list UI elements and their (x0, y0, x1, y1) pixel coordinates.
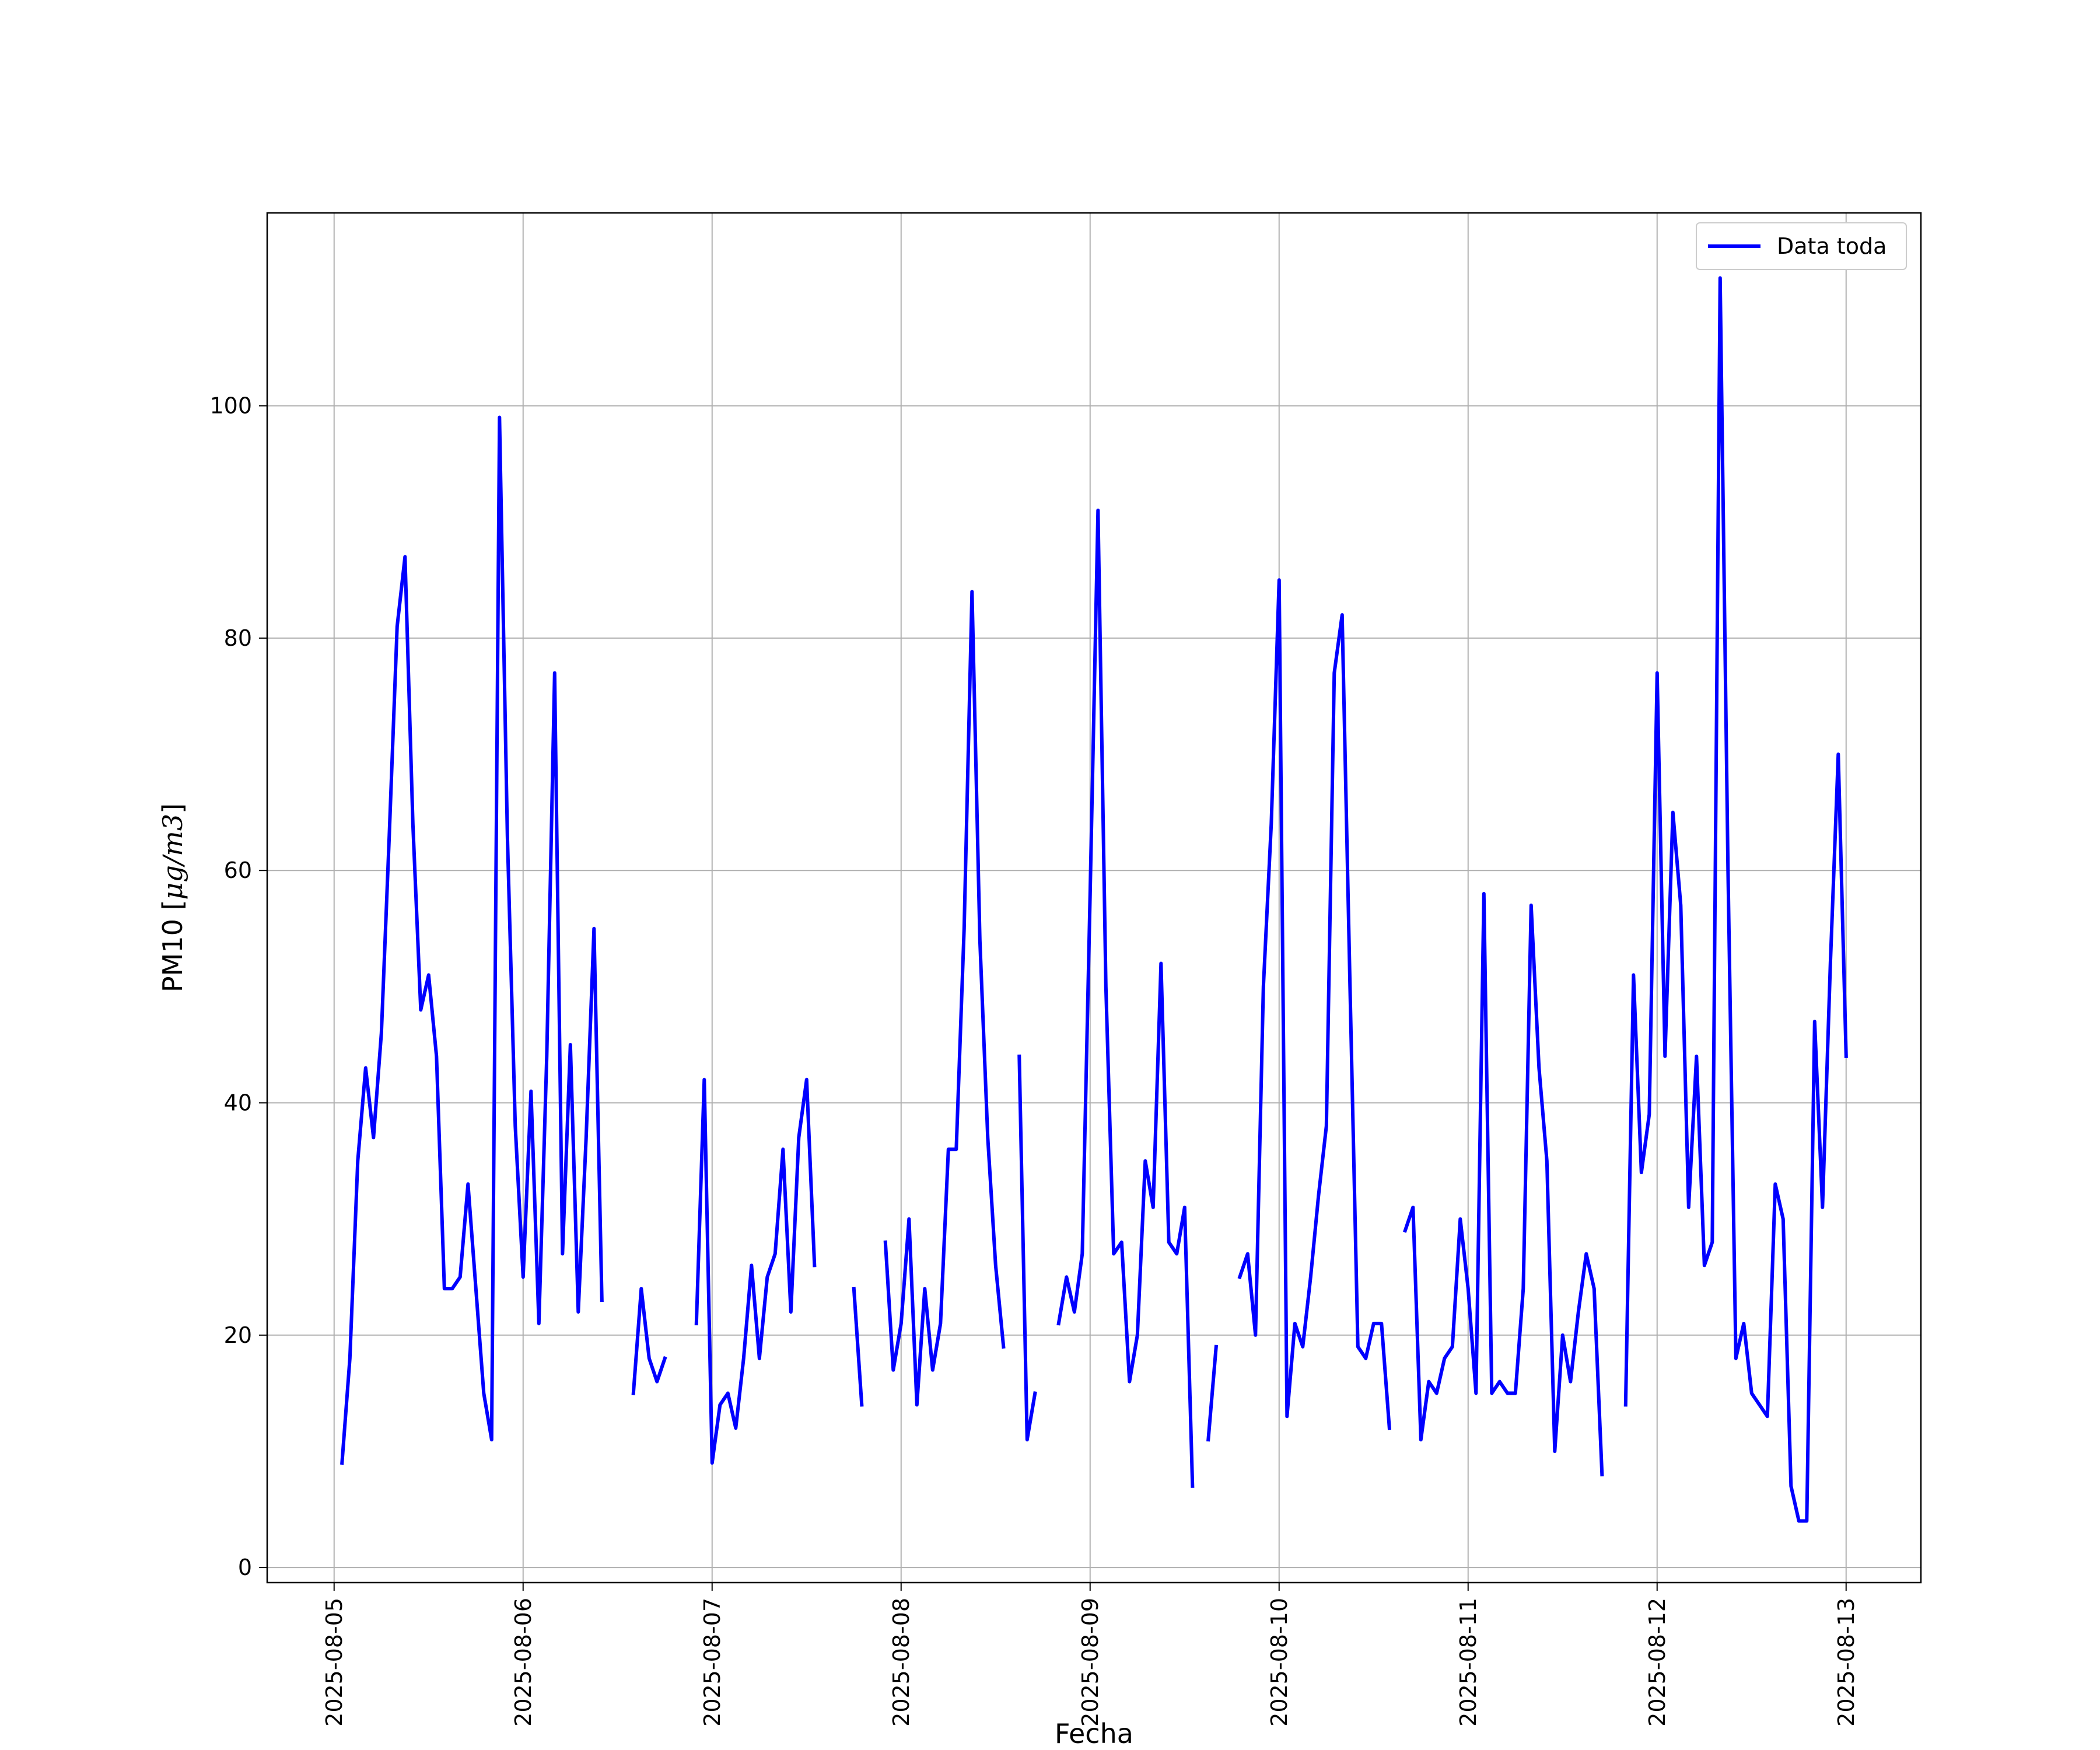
y-axis-label-close: ] (157, 803, 188, 814)
x-tick-label: 2025-08-13 (1833, 1598, 1859, 1727)
y-axis-label: PM10 [μg/m3] (157, 803, 188, 992)
series-line-segment (852, 1286, 864, 1407)
x-tick-label: 2025-08-07 (699, 1598, 725, 1727)
y-tick-label: 80 (224, 625, 252, 651)
y-tick-label: 60 (224, 858, 252, 883)
y-axis-label-text: PM10 [ (157, 900, 188, 993)
series-line-segment (1402, 892, 1604, 1476)
x-tick-label: 2025-08-06 (510, 1598, 536, 1727)
series-line-segment (1623, 276, 1848, 1523)
series-line-segment (631, 1287, 667, 1395)
x-tick-label: 2025-08-09 (1077, 1598, 1103, 1727)
series-line-segment (883, 590, 1006, 1407)
y-tick-label: 100 (209, 393, 252, 419)
y-tick-label: 20 (224, 1322, 252, 1348)
series-line-segment (1237, 578, 1392, 1430)
series-line-segment (1056, 508, 1195, 1488)
x-tick-label: 2025-08-12 (1644, 1598, 1670, 1727)
series-line-segment (340, 415, 604, 1465)
legend: Data toda (1696, 222, 1907, 270)
series-line-segment (1206, 1345, 1219, 1442)
x-tick-label: 2025-08-11 (1455, 1598, 1481, 1727)
x-tick-label: 2025-08-05 (321, 1598, 347, 1727)
y-tick-label: 40 (224, 1090, 252, 1116)
ticks: 2025-08-05 2025-08-06 2025-08-07 2025-08-08… (209, 393, 1859, 1727)
series-line-segment (1017, 1054, 1037, 1441)
legend-box (1696, 222, 1907, 270)
y-tick-label: 0 (238, 1555, 252, 1580)
x-tick-label: 2025-08-10 (1266, 1598, 1292, 1727)
series-group (340, 276, 1848, 1523)
series-line-segment (694, 1077, 817, 1465)
axes-frame (266, 212, 1922, 1584)
x-tick-label: 2025-08-08 (888, 1598, 914, 1727)
y-axis-label-units: μg/m3 (157, 814, 188, 900)
legend-label: Data toda (1777, 233, 1887, 259)
x-axis-label: Fecha (1055, 1718, 1133, 1749)
